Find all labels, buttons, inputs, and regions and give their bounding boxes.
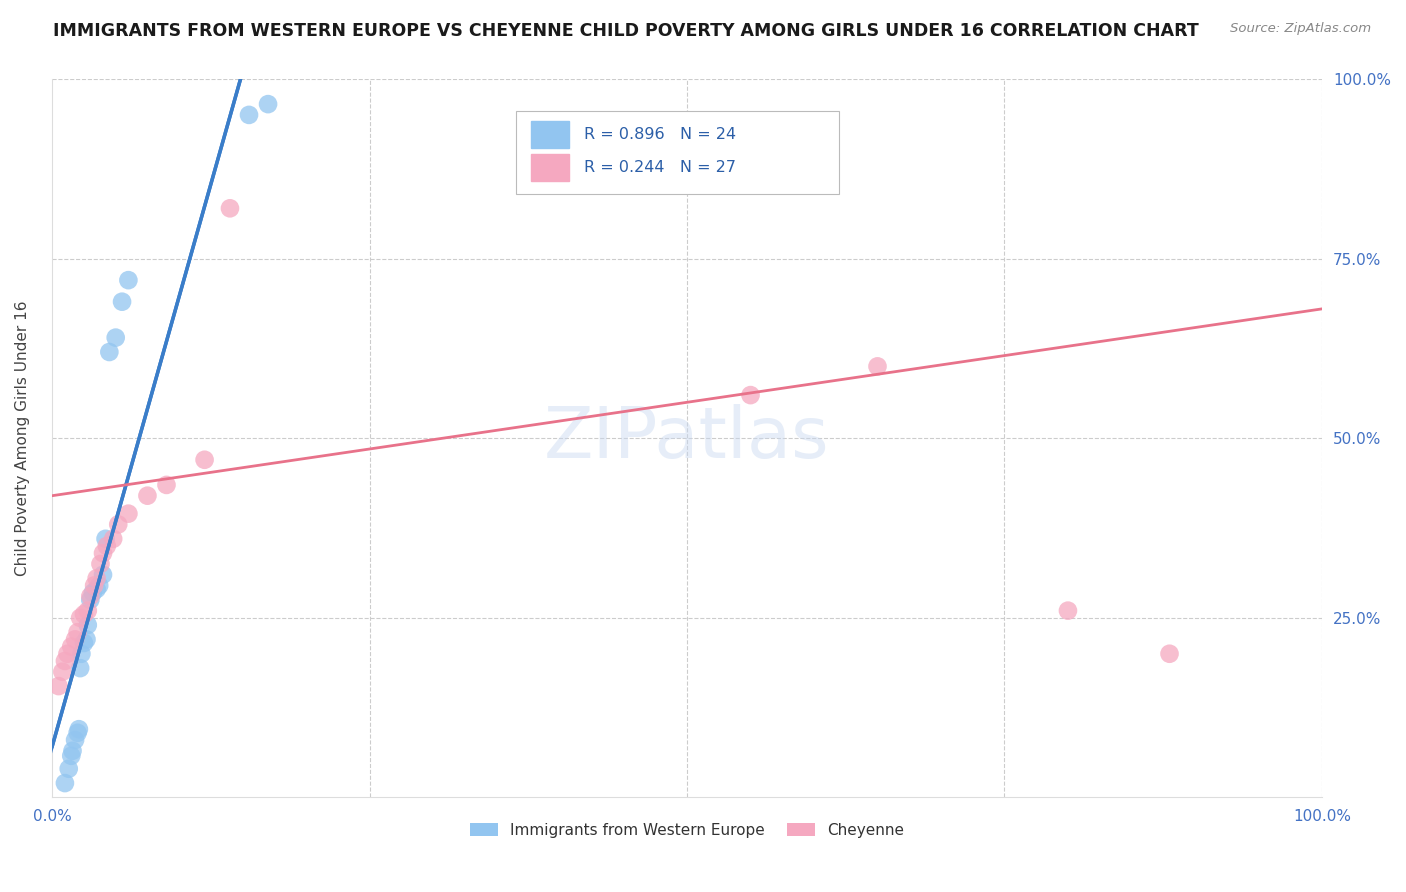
Bar	[531, 153, 569, 181]
Point	[1159, 647, 1181, 661]
Point	[66, 625, 89, 640]
Point	[98, 345, 121, 359]
Point	[104, 331, 127, 345]
Point	[76, 604, 98, 618]
Point	[60, 748, 83, 763]
Point	[73, 607, 96, 622]
Y-axis label: Child Poverty Among Girls Under 16: Child Poverty Among Girls Under 16	[15, 301, 30, 576]
Point	[83, 578, 105, 592]
Point	[117, 507, 139, 521]
Bar	[531, 120, 569, 148]
Point	[238, 108, 260, 122]
Point	[136, 489, 159, 503]
Point	[117, 273, 139, 287]
Point	[76, 618, 98, 632]
Point	[58, 762, 80, 776]
Point	[63, 733, 86, 747]
Text: ZIPatlas: ZIPatlas	[544, 404, 830, 473]
Point	[866, 359, 889, 374]
Point	[257, 97, 280, 112]
Point	[155, 478, 177, 492]
Point	[86, 571, 108, 585]
Point	[66, 726, 89, 740]
Point	[89, 578, 111, 592]
Text: IMMIGRANTS FROM WESTERN EUROPE VS CHEYENNE CHILD POVERTY AMONG GIRLS UNDER 16 CO: IMMIGRANTS FROM WESTERN EUROPE VS CHEYEN…	[53, 22, 1199, 40]
Point	[94, 532, 117, 546]
Point	[91, 567, 114, 582]
Point	[79, 592, 101, 607]
Point	[1057, 604, 1080, 618]
Point	[82, 585, 104, 599]
Point	[194, 452, 217, 467]
Point	[69, 661, 91, 675]
Point	[51, 665, 73, 679]
Point	[101, 532, 124, 546]
Point	[60, 640, 83, 654]
Point	[53, 654, 76, 668]
Point	[67, 722, 90, 736]
FancyBboxPatch shape	[516, 112, 839, 194]
Text: R = 0.896   N = 24: R = 0.896 N = 24	[585, 127, 737, 142]
Text: R = 0.244   N = 27: R = 0.244 N = 27	[585, 160, 737, 175]
Point	[63, 632, 86, 647]
Point	[76, 632, 98, 647]
Point	[56, 647, 79, 661]
Point	[111, 294, 134, 309]
Point	[96, 539, 118, 553]
Point	[62, 744, 84, 758]
Point	[48, 679, 70, 693]
Point	[86, 582, 108, 596]
Point	[79, 589, 101, 603]
Point	[69, 611, 91, 625]
Point	[53, 776, 76, 790]
Text: Source: ZipAtlas.com: Source: ZipAtlas.com	[1230, 22, 1371, 36]
Point	[219, 202, 242, 216]
Point	[107, 517, 129, 532]
Legend: Immigrants from Western Europe, Cheyenne: Immigrants from Western Europe, Cheyenne	[464, 816, 910, 844]
Point	[70, 647, 93, 661]
Point	[73, 636, 96, 650]
Point	[740, 388, 762, 402]
Point	[89, 557, 111, 571]
Point	[91, 546, 114, 560]
